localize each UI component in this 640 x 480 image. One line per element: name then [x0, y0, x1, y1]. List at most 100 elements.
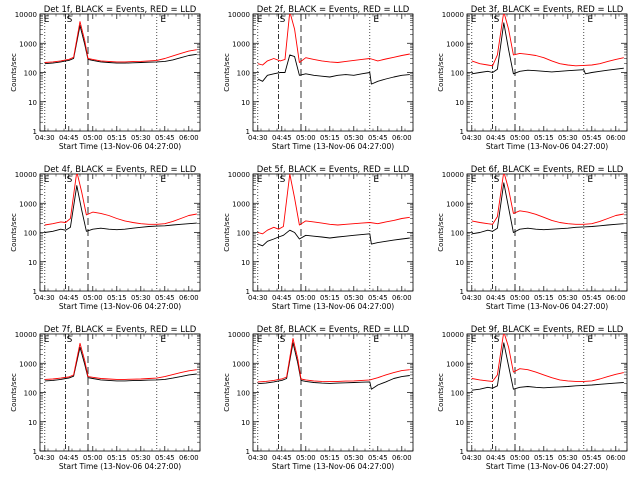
marker-e-right-label: E [587, 175, 593, 185]
x-tick-label: 05:45 [368, 454, 388, 462]
x-tick-label: 05:15 [534, 294, 554, 302]
x-tick-label: 06:00 [606, 134, 626, 142]
y-tick-label: 1000 [446, 360, 464, 368]
marker-e-right-label: E [160, 175, 166, 185]
panel-det-8: Det 8f, BLACK = Events, RED = LLD 1 10 100 1… [223, 325, 414, 471]
x-tick-label: 05:45 [368, 294, 388, 302]
y-tick-label: 10000 [442, 331, 464, 339]
y-tick-label: 1 [246, 128, 250, 136]
x-tick-label: 05:00 [510, 134, 530, 142]
x-tick-label: 05:30 [344, 134, 364, 142]
x-tick-label: 05:15 [534, 134, 554, 142]
y-tick-label: 1000 [19, 40, 37, 48]
x-tick-label: 04:30 [248, 134, 268, 142]
panel-det-5: Det 5f, BLACK = Events, RED = LLD 1 10 100 1… [223, 165, 414, 311]
x-tick-label: 05:30 [131, 134, 151, 142]
panel-title: Det 7f, BLACK = Events, RED = LLD [44, 325, 197, 335]
y-tick-label: 1000 [232, 40, 250, 48]
y-axis-label: Counts/sec [223, 373, 231, 412]
x-axis-label: Start Time (13-Nov-06 04:27:00) [486, 302, 608, 311]
x-tick-label: 05:30 [558, 134, 578, 142]
plot-frame [39, 333, 201, 452]
x-tick-label: 05:00 [296, 454, 316, 462]
y-tick-label: 100 [24, 70, 37, 78]
y-tick-label: 1 [460, 128, 464, 136]
x-tick-label: 04:45 [272, 454, 292, 462]
y-tick-label: 100 [451, 390, 464, 398]
panel-det-4: Det 4f, BLACK = Events, RED = LLD 1 10 100 1… [10, 165, 201, 311]
x-tick-label: 04:30 [462, 134, 482, 142]
y-tick-label: 1000 [19, 200, 37, 208]
x-tick-label: 05:45 [582, 134, 602, 142]
y-tick-label: 10000 [15, 11, 37, 19]
x-tick-label: 05:45 [155, 134, 175, 142]
series-line-lld [471, 334, 624, 382]
x-tick-label: 04:45 [59, 454, 79, 462]
x-tick-label: 05:00 [296, 294, 316, 302]
x-axis-label: Start Time (13-Nov-06 04:27:00) [59, 302, 181, 311]
y-axis-label: Counts/sec [223, 53, 231, 92]
plot-frame [252, 13, 414, 132]
x-tick-label: 06:00 [606, 454, 626, 462]
y-tick-label: 10 [28, 99, 37, 107]
y-tick-label: 10 [28, 259, 37, 267]
marker-s-label: S [280, 335, 286, 345]
y-axis-label: Counts/sec [437, 213, 445, 252]
series-line-lld [257, 338, 410, 383]
y-tick-label: 1 [246, 448, 250, 456]
x-tick-label: 04:30 [35, 454, 55, 462]
x-tick-label: 05:00 [83, 294, 103, 302]
y-tick-label: 10 [455, 259, 464, 267]
x-tick-label: 05:15 [107, 454, 127, 462]
x-tick-label: 05:00 [510, 294, 530, 302]
series-line-lld [471, 14, 624, 67]
series-line-events [257, 342, 410, 390]
y-tick-label: 10000 [15, 171, 37, 179]
x-tick-label: 05:00 [83, 454, 103, 462]
series-line-events [44, 25, 197, 65]
x-tick-label: 04:45 [59, 294, 79, 302]
x-axis-label: Start Time (13-Nov-06 04:27:00) [59, 462, 181, 471]
series-line-events [257, 229, 410, 247]
y-tick-label: 1 [33, 448, 37, 456]
panel-title: Det 5f, BLACK = Events, RED = LLD [257, 165, 410, 175]
x-tick-label: 04:30 [35, 134, 55, 142]
marker-e-right-label: E [587, 15, 593, 25]
x-tick-label: 04:45 [59, 134, 79, 142]
marker-e-right-label: E [160, 335, 166, 345]
x-tick-label: 06:00 [179, 134, 199, 142]
x-axis-label: Start Time (13-Nov-06 04:27:00) [486, 142, 608, 151]
marker-e-right-label: E [160, 15, 166, 25]
marker-s-label: S [67, 335, 73, 345]
series-line-lld [257, 174, 410, 235]
series-line-events [44, 346, 197, 382]
panel-det-7: Det 7f, BLACK = Events, RED = LLD 1 10 100 1… [10, 325, 201, 471]
x-tick-label: 04:30 [462, 294, 482, 302]
x-tick-label: 05:15 [534, 454, 554, 462]
y-tick-label: 100 [237, 70, 250, 78]
panel-title: Det 9f, BLACK = Events, RED = LLD [471, 325, 624, 335]
x-tick-label: 04:45 [486, 134, 506, 142]
x-tick-label: 05:30 [131, 294, 151, 302]
x-tick-label: 06:00 [179, 454, 199, 462]
y-tick-label: 1 [33, 128, 37, 136]
marker-e-left-label: E [471, 335, 477, 345]
series-line-lld [471, 174, 624, 225]
y-tick-label: 10000 [15, 331, 37, 339]
x-axis-label: Start Time (13-Nov-06 04:27:00) [59, 142, 181, 151]
marker-e-right-label: E [373, 175, 379, 185]
y-tick-label: 10000 [228, 331, 250, 339]
panel-title: Det 3f, BLACK = Events, RED = LLD [471, 5, 624, 15]
marker-e-left-label: E [471, 175, 477, 185]
x-tick-label: 05:45 [155, 294, 175, 302]
y-axis-label: Counts/sec [10, 213, 18, 252]
panel-det-2: Det 2f, BLACK = Events, RED = LLD 1 10 100 1… [223, 5, 414, 151]
x-tick-label: 05:30 [344, 294, 364, 302]
plot-frame [466, 173, 628, 292]
y-tick-label: 1000 [232, 200, 250, 208]
plot-frame [466, 333, 628, 452]
marker-s-label: S [280, 15, 286, 25]
panel-det-1: Det 1f, BLACK = Events, RED = LLD 1 10 100 1… [10, 5, 201, 151]
x-tick-label: 05:45 [368, 134, 388, 142]
